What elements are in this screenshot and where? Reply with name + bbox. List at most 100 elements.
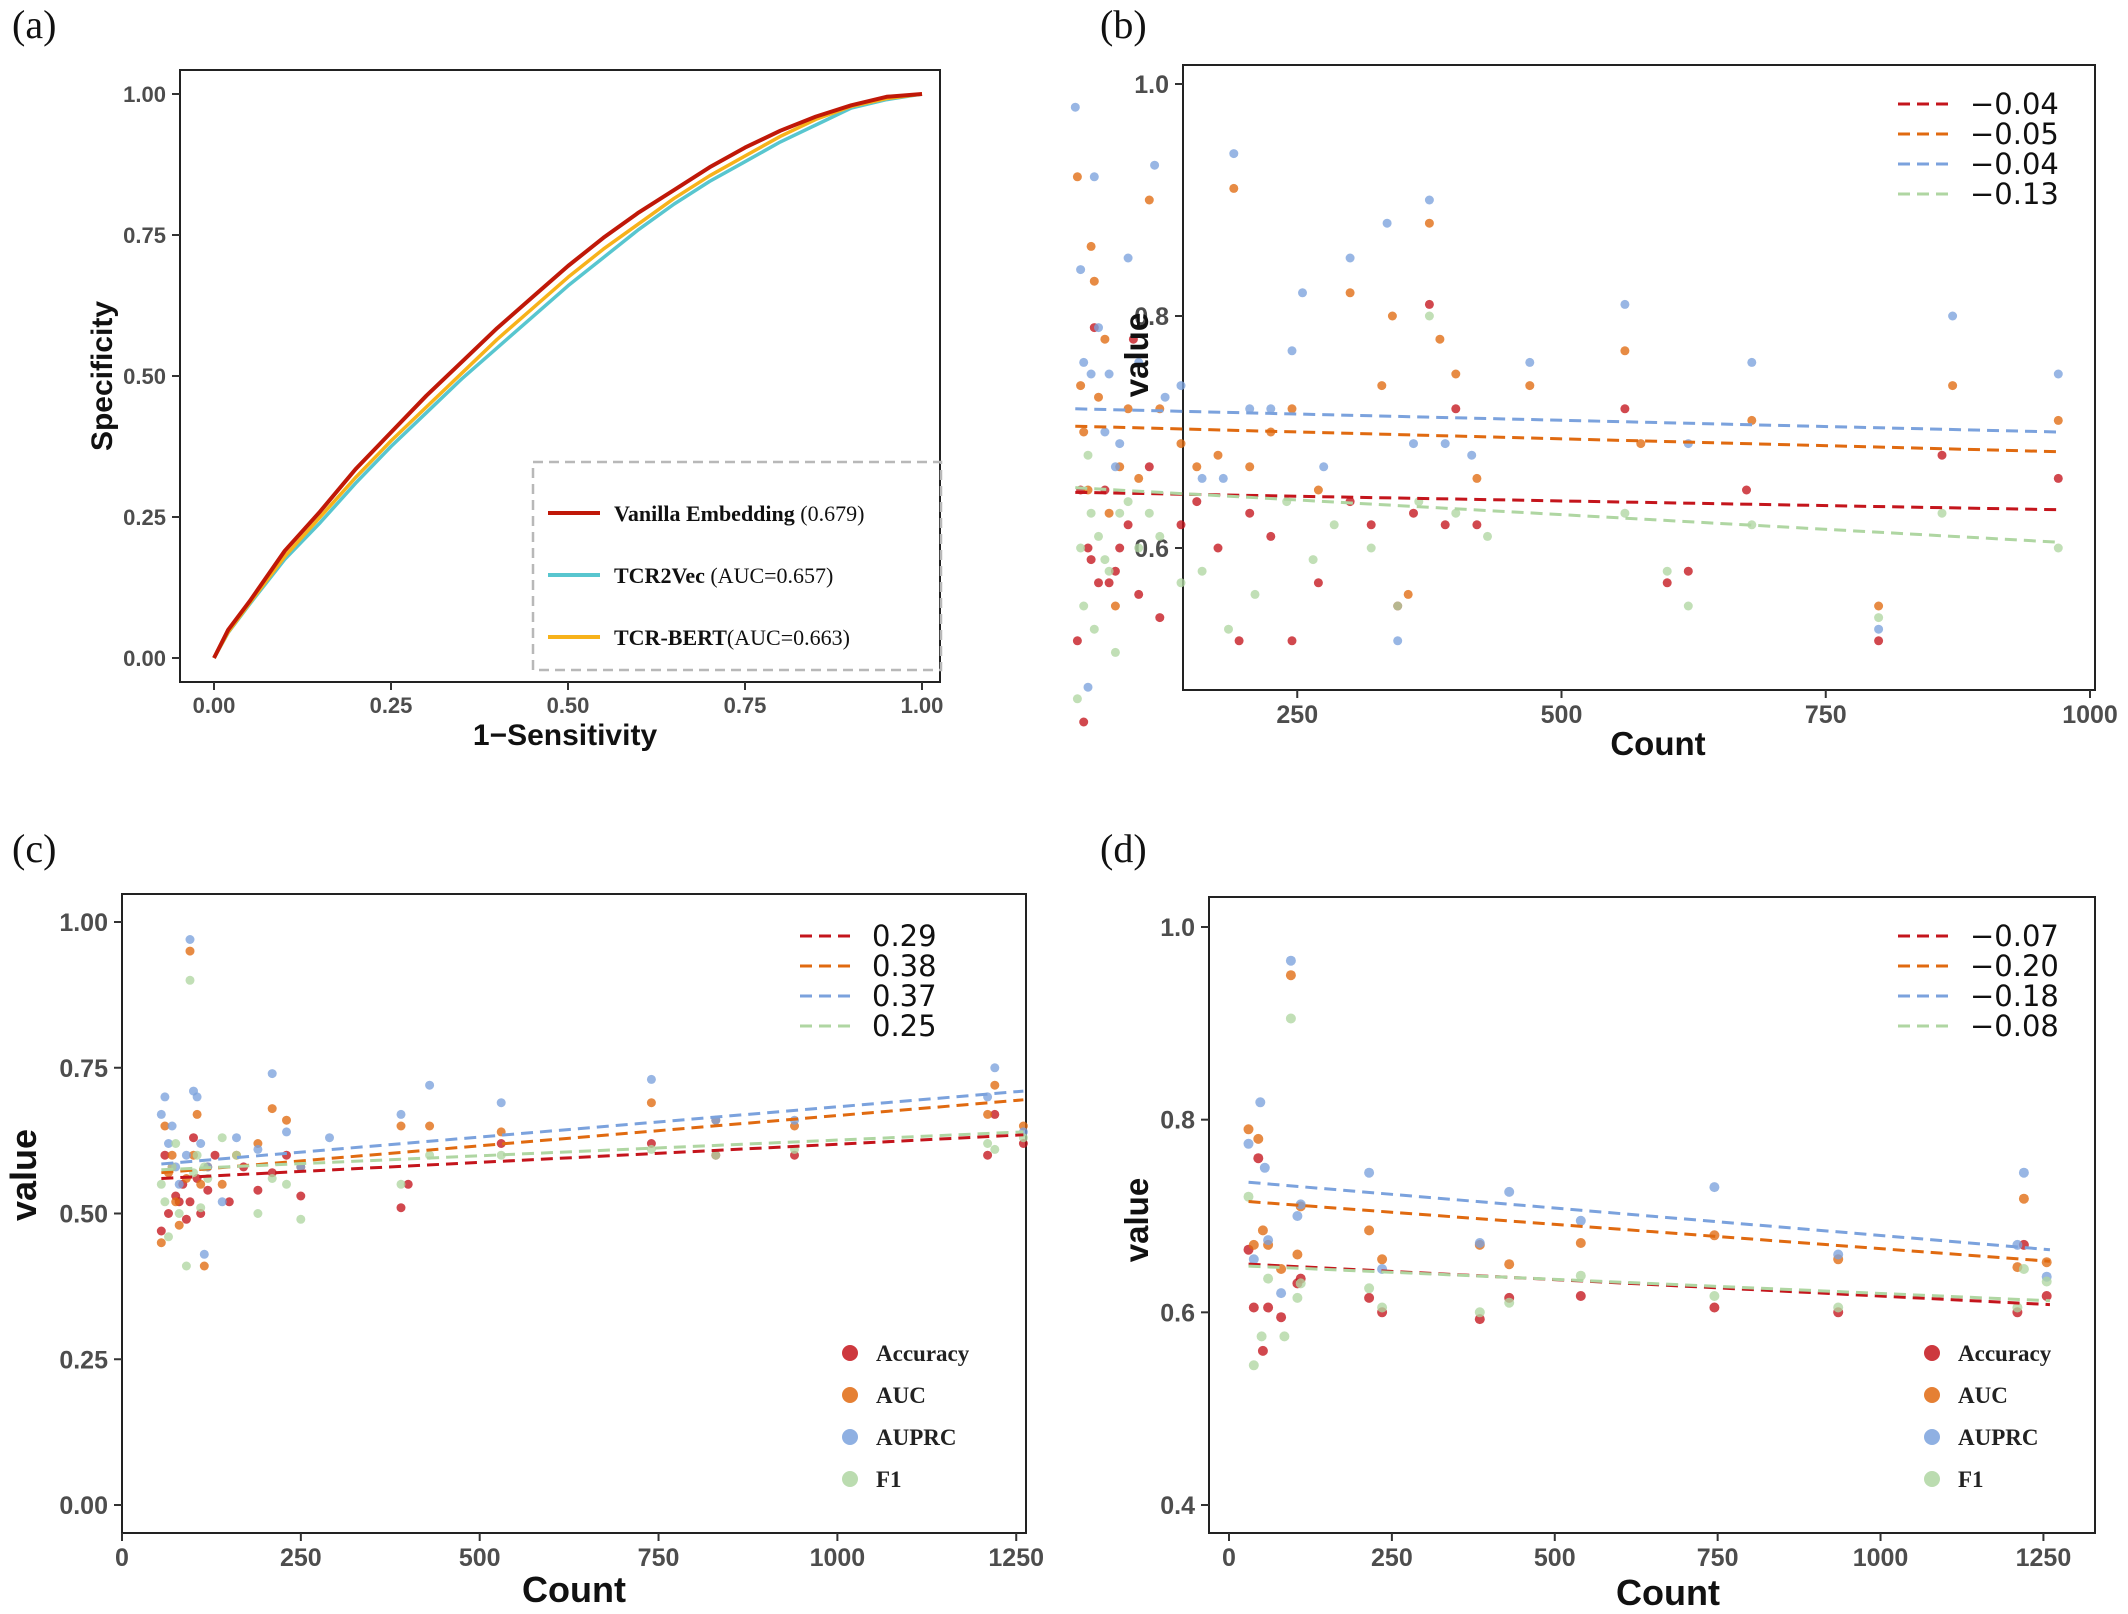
axes-d: 0 250 500 750 1000 1250 0.4 0.6 0.8 1.0 [1160, 914, 2071, 1572]
legend-label-f1: −0.13 [1970, 177, 2059, 211]
roc-y-tick-label: 0.50 [123, 364, 166, 389]
point-auc [990, 1080, 1000, 1090]
point-accuracy [1213, 543, 1223, 553]
point-f1 [1250, 589, 1260, 599]
point-f1 [1089, 624, 1099, 634]
point-accuracy [1094, 578, 1103, 588]
point-auc [1089, 276, 1099, 286]
point-auprc [1287, 346, 1297, 356]
point-accuracy [164, 1209, 173, 1218]
points-d [1243, 955, 2052, 1371]
trend-line-accuracy [161, 1133, 1024, 1181]
point-f1 [1248, 1360, 1259, 1371]
x-tick-label: 1250 [2016, 1544, 2072, 1572]
point-accuracy [1440, 520, 1450, 530]
point-accuracy [296, 1191, 306, 1201]
trend-line-auprc [161, 1089, 1024, 1166]
point-f1 [217, 1133, 227, 1143]
point-f1 [1076, 543, 1086, 553]
point-auc [160, 1121, 170, 1131]
point-auprc [646, 1074, 656, 1084]
point-auprc [1525, 357, 1535, 367]
roc-x-tick-label: 0.25 [370, 693, 413, 718]
point-auc [1253, 1133, 1264, 1144]
point-accuracy [1937, 450, 1947, 460]
point-auprc [1197, 473, 1207, 483]
point-auc [1076, 381, 1086, 391]
point-auprc [1076, 265, 1086, 275]
point-f1 [1243, 1191, 1254, 1202]
point-auc [167, 1150, 177, 1160]
point-auprc [1948, 311, 1958, 321]
trend-lines-d [1248, 1180, 2051, 1307]
x-tick-label: 250 [280, 1544, 322, 1572]
point-auprc [181, 1150, 191, 1160]
point-auprc [1620, 299, 1630, 309]
point-auprc [1440, 439, 1450, 449]
y-axis-label-d: value [1118, 1178, 1155, 1262]
point-accuracy [203, 1185, 213, 1195]
point-auc [1213, 450, 1223, 460]
point-auc [1243, 1124, 1254, 1135]
point-auprc [217, 1197, 227, 1207]
point-accuracy [1366, 520, 1376, 530]
x-tick-label: 500 [1541, 701, 1583, 729]
trend-lines-c [161, 1089, 1024, 1181]
point-accuracy [1742, 485, 1751, 495]
point-f1 [1424, 311, 1434, 321]
point-auprc [1104, 369, 1114, 379]
legend-label-accuracy: −0.04 [1970, 87, 2059, 121]
legend-d: −0.07−0.20−0.18−0.08 [1898, 919, 2059, 1043]
point-auprc [1150, 160, 1160, 170]
x-tick-label: 0 [1222, 1544, 1236, 1572]
point-auprc [1467, 450, 1477, 460]
point-auprc [282, 1127, 291, 1137]
roc-x-tick-label: 0.00 [193, 693, 236, 718]
point-f1 [1833, 1302, 1844, 1313]
point-auc [1525, 381, 1535, 391]
point-accuracy [1104, 578, 1114, 588]
point-accuracy [1263, 1302, 1274, 1313]
point-auprc [1833, 1249, 1844, 1260]
point-accuracy [1115, 543, 1125, 553]
point-f1 [1474, 1307, 1485, 1318]
point-accuracy [1662, 578, 1672, 588]
legend-label-f1: −0.08 [1970, 1009, 2059, 1043]
y-tick-label: 0.4 [1160, 1492, 1195, 1520]
point-f1 [1224, 624, 1233, 634]
point-accuracy [1072, 636, 1082, 646]
point-accuracy [1144, 462, 1154, 472]
point-f1 [1279, 1331, 1290, 1342]
point-f1 [1115, 508, 1125, 518]
point-f1 [1575, 1270, 1586, 1281]
point-f1 [160, 1197, 170, 1207]
point-auc [1948, 381, 1958, 391]
x-tick-label: 500 [459, 1544, 501, 1572]
point-f1 [1709, 1291, 1720, 1301]
point-accuracy [156, 1226, 166, 1236]
axes-c: 0 250 500 750 1000 1250 0.00 0.25 0.50 0.75 1.00 [59, 909, 1044, 1572]
point-auc [1079, 427, 1089, 437]
point-auc [2053, 415, 2063, 425]
point-auprc [1083, 682, 1093, 692]
point-f1 [192, 1150, 202, 1160]
point-f1 [253, 1209, 263, 1218]
point-auprc [1079, 357, 1089, 367]
point-f1 [1072, 694, 1082, 704]
point-accuracy [1451, 404, 1461, 414]
x-tick-label: 750 [1805, 701, 1847, 729]
point-accuracy [189, 1133, 198, 1143]
point-auprc [2018, 1167, 2029, 1178]
point-f1 [1123, 497, 1133, 507]
point-auprc [425, 1080, 435, 1090]
scatter-chart-d: 0 250 500 750 1000 1250 0.4 0.6 0.8 1.0 −0.07−0.2… [1118, 896, 2096, 1613]
roc-y-tick-label: 0.75 [123, 223, 166, 248]
y-axis-label-b: value [1118, 313, 1155, 397]
point-accuracy [181, 1214, 191, 1224]
point-auprc [1086, 369, 1096, 379]
roc-y-tick-label: 0.25 [123, 505, 166, 530]
y-tick-label: 0.75 [59, 1055, 108, 1083]
point-auprc [1229, 149, 1239, 159]
point-auprc [196, 1139, 206, 1148]
point-accuracy [1192, 497, 1202, 507]
